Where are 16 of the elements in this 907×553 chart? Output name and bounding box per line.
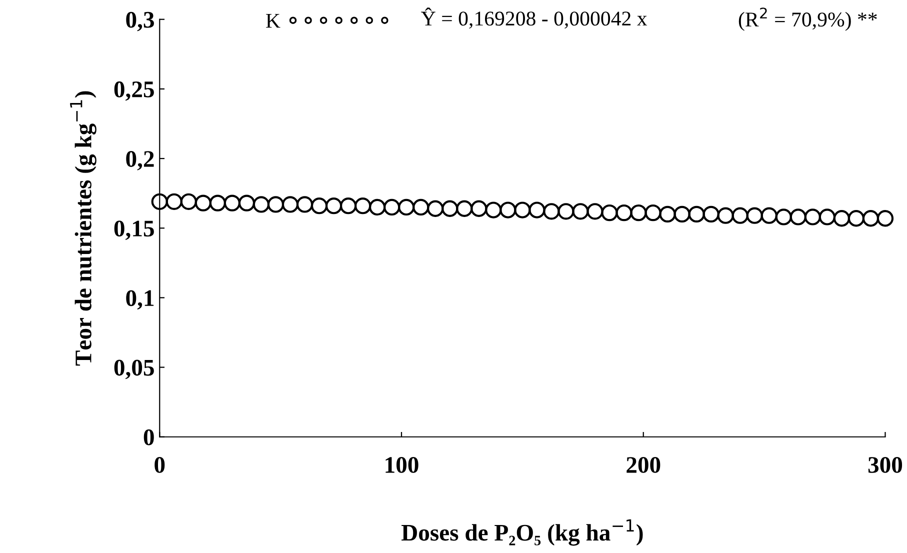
- x-tick-label: 0: [154, 456, 165, 473]
- x-tick-label: 300: [868, 456, 902, 473]
- x-tick-label: 100: [386, 456, 418, 473]
- y-axis-title: Teor de nutrientes (g kg$^{−1}$): [70, 91, 96, 366]
- annotation: Ŷ = 0,169208 - 0,000042 x: [421, 8, 648, 29]
- y-tick-label: 0: [144, 429, 154, 446]
- x-tick-label: 200: [626, 456, 660, 473]
- y-tick-label: 0,3: [126, 12, 154, 32]
- y-tick-label: 0,05: [114, 360, 154, 380]
- y-tick-label: 0,25: [114, 81, 154, 101]
- y-tick-label: 0,1: [126, 290, 154, 310]
- x-axis-title: Doses de P₂O₅ (kg ha$^{−1}$): [401, 519, 643, 546]
- y-tick-label: 0,2: [126, 151, 154, 170]
- y-tick-label: 0,15: [114, 220, 154, 240]
- annotation: (R$^{2}$ = 70,9%) **: [738, 8, 877, 31]
- legend-label: K: [266, 14, 280, 28]
